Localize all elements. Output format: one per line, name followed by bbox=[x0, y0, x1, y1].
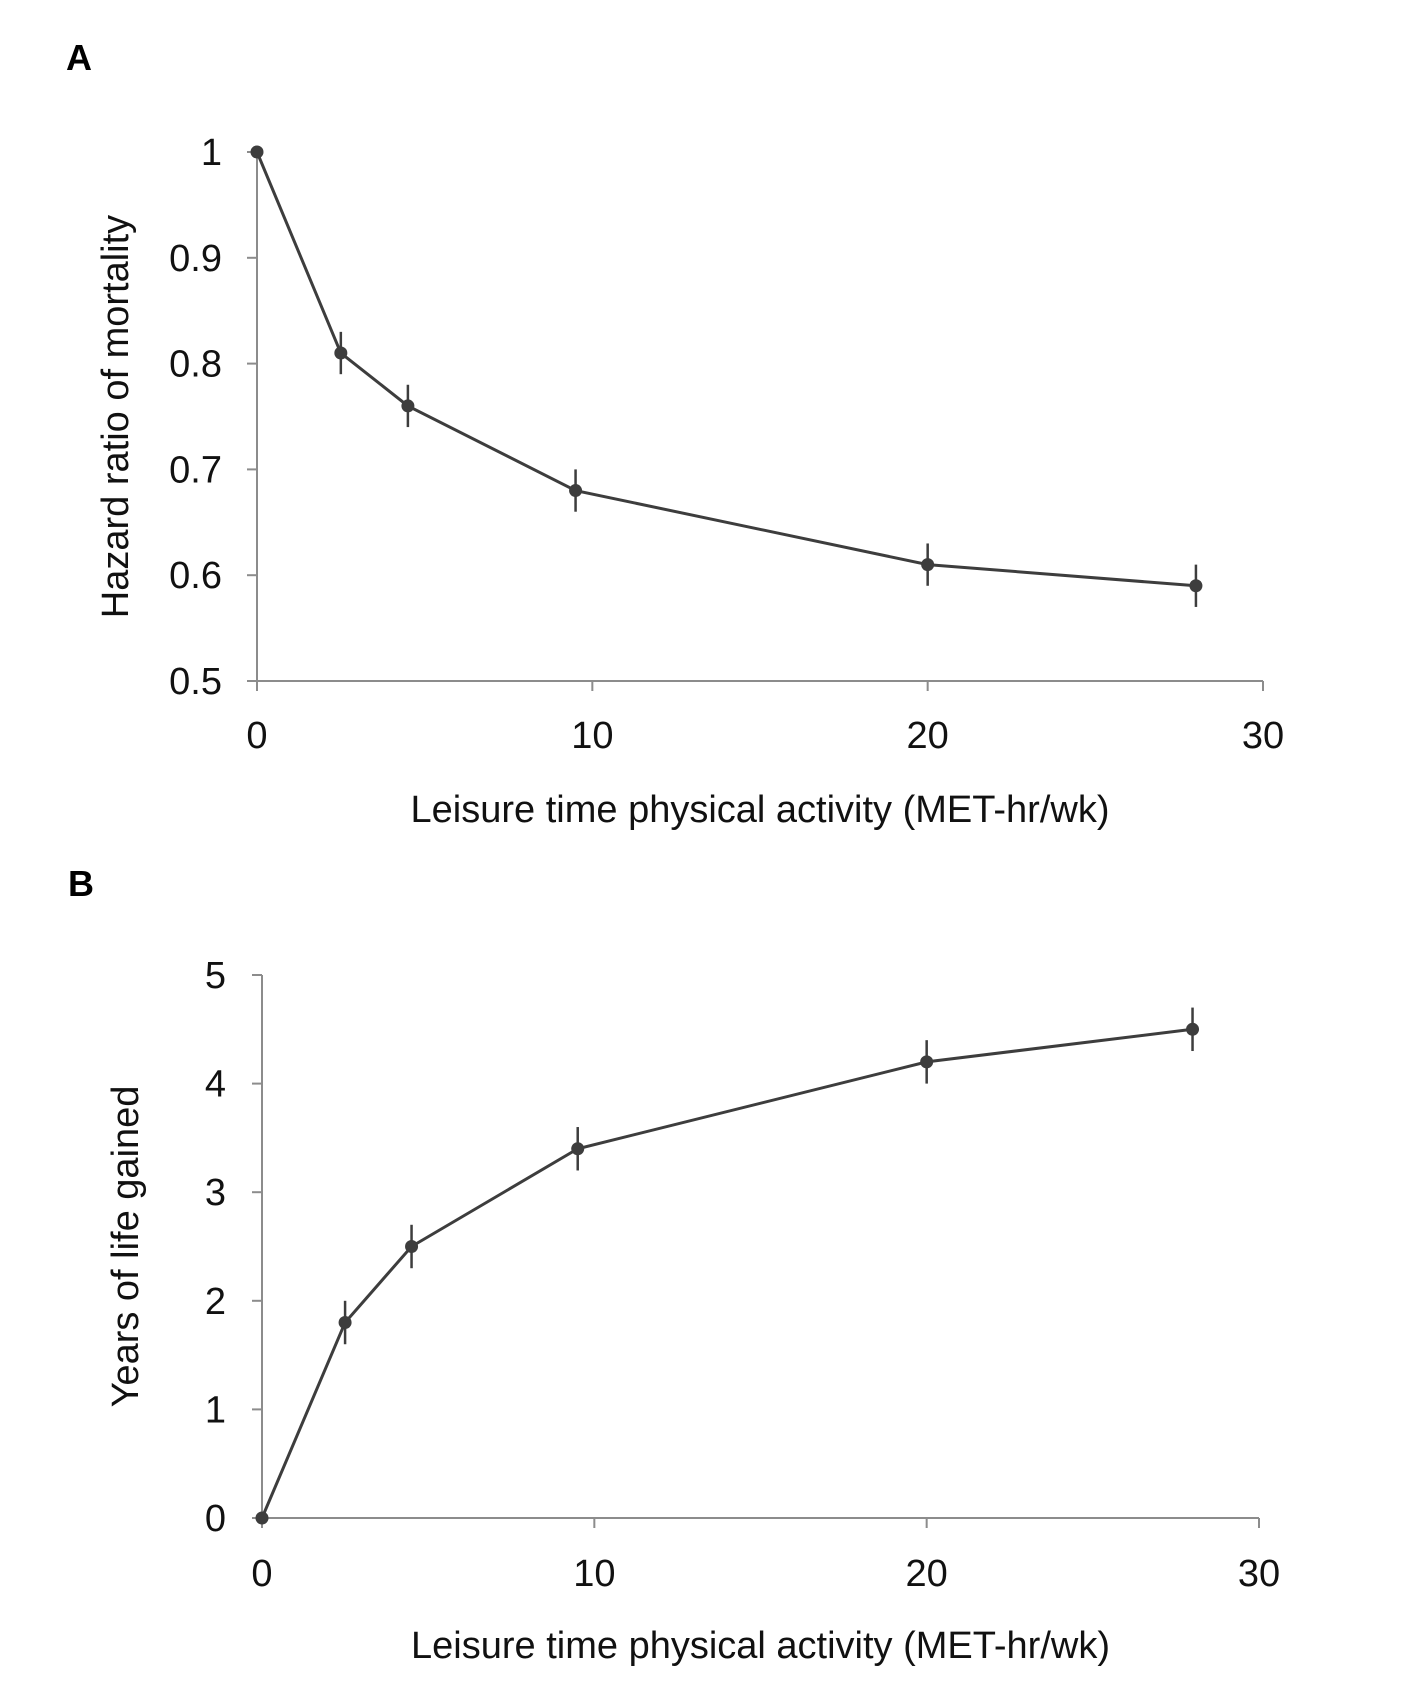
panel-label-b: B bbox=[68, 863, 94, 904]
y-tick-label-a: 0.5 bbox=[169, 661, 222, 703]
y-tick-label-a: 0.9 bbox=[169, 238, 222, 280]
data-point-a bbox=[250, 145, 264, 159]
x-tick-label-a: 0 bbox=[246, 715, 267, 757]
y-tick-label-b: 3 bbox=[205, 1172, 226, 1214]
series-line-b bbox=[260, 1027, 1193, 1519]
x-tick-label-b: 30 bbox=[1238, 1553, 1280, 1595]
y-tick-label-a: 0.7 bbox=[169, 449, 222, 491]
x-tick-label-a: 20 bbox=[907, 715, 949, 757]
data-point-b bbox=[255, 1511, 269, 1525]
x-tick-label-a: 10 bbox=[571, 715, 613, 757]
y-tick-label-a: 1 bbox=[201, 132, 222, 174]
data-point-a bbox=[334, 346, 348, 360]
data-point-a bbox=[1189, 579, 1203, 593]
data-point-a bbox=[921, 558, 935, 572]
y-axis-title-b: Years of life gained bbox=[105, 1086, 147, 1408]
x-axis-title-b: Leisure time physical activity (MET-hr/w… bbox=[411, 1625, 1110, 1667]
data-point-b bbox=[338, 1316, 352, 1330]
y-tick-label-b: 5 bbox=[205, 955, 226, 997]
x-tick-label-b: 10 bbox=[573, 1553, 615, 1595]
x-axis-title-a: Leisure time physical activity (MET-hr/w… bbox=[411, 789, 1110, 831]
y-axis-title-a: Hazard ratio of mortality bbox=[95, 215, 137, 618]
panel-label-a: A bbox=[66, 37, 92, 78]
y-tick-label-b: 2 bbox=[205, 1281, 226, 1323]
data-point-a bbox=[569, 484, 583, 498]
x-tick-label-b: 20 bbox=[906, 1553, 948, 1595]
x-tick-label-a: 30 bbox=[1242, 715, 1284, 757]
y-tick-label-a: 0.6 bbox=[169, 555, 222, 597]
y-tick-label-b: 1 bbox=[205, 1389, 226, 1431]
data-point-b bbox=[571, 1142, 585, 1156]
y-tick-label-b: 4 bbox=[205, 1064, 226, 1106]
y-tick-label-b: 0 bbox=[205, 1498, 226, 1540]
data-point-b bbox=[1186, 1022, 1200, 1036]
data-point-b bbox=[405, 1240, 419, 1253]
data-point-b bbox=[920, 1055, 934, 1069]
series-line-a bbox=[255, 151, 1197, 588]
x-tick-label-b: 0 bbox=[251, 1553, 272, 1595]
data-point-a bbox=[401, 399, 415, 413]
y-tick-label-a: 0.8 bbox=[169, 344, 222, 386]
